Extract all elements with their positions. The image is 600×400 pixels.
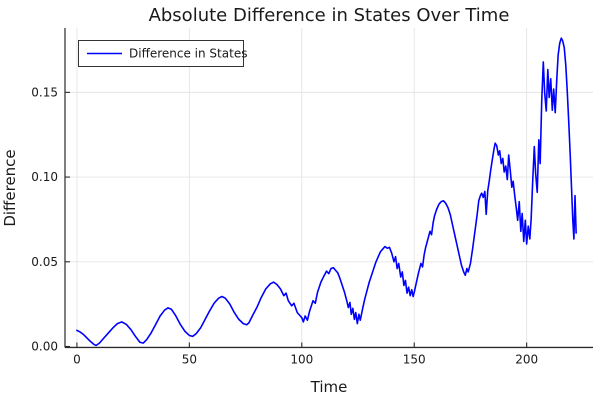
axis-tick-labels: 0 50 100 150 200 0.00 0.05 0.10 0.15 (31, 85, 538, 366)
y-tick-label: 0.05 (31, 255, 58, 269)
legend: Difference in States (78, 40, 247, 67)
series-line-difference-in-states (76, 37, 577, 347)
x-tick-label: 150 (403, 353, 426, 367)
y-tick-label: 0.10 (31, 170, 58, 184)
y-axis-label: Difference (1, 149, 19, 226)
x-tick-label: 200 (515, 353, 538, 367)
chart-title: Absolute Difference in States Over Time (149, 5, 510, 26)
axis-ticks (65, 91, 528, 348)
x-tick-label: 100 (290, 353, 313, 367)
x-tick-label: 0 (73, 353, 81, 367)
x-tick-label: 50 (182, 353, 197, 367)
gridlines (65, 28, 593, 348)
legend-label: Difference in States (129, 47, 247, 61)
y-tick-label: 0.15 (31, 85, 58, 99)
x-axis-label: Time (310, 378, 348, 396)
axes (64, 28, 593, 349)
y-tick-label: 0.00 (31, 339, 58, 353)
